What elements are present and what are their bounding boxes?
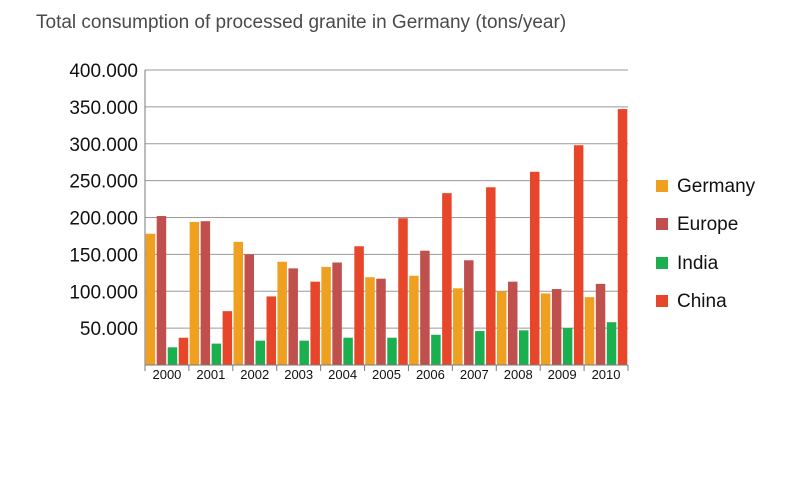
bar-europe (156, 216, 167, 365)
bar-india (167, 347, 178, 365)
bar-china (222, 311, 233, 365)
bar-china (398, 218, 408, 365)
y-tick-label: 250.000 (69, 172, 138, 193)
bar-china (178, 337, 189, 365)
bar-china (529, 171, 540, 365)
bar-europe (595, 283, 606, 365)
bar-europe (464, 260, 474, 365)
bar-india (562, 328, 573, 365)
x-tick-label: 2005 (372, 367, 401, 382)
bar-germany (409, 275, 419, 365)
bar-india (387, 337, 397, 365)
x-tick-label: 2009 (548, 367, 577, 382)
legend: Germany Europe India China (656, 176, 756, 312)
bar-china (573, 145, 584, 365)
bar-germany (233, 241, 244, 365)
y-tick-label: 350.000 (69, 98, 138, 119)
y-tick-label: 50.000 (80, 319, 138, 340)
bar-india (343, 337, 353, 365)
x-tick-label: 2007 (460, 367, 489, 382)
bar-europe (376, 278, 386, 365)
bar-europe (551, 289, 562, 365)
x-tick-label: 2004 (328, 367, 357, 382)
bar-germany (277, 261, 287, 365)
bar-europe (244, 254, 255, 365)
bar-germany (145, 233, 156, 365)
bar-india (518, 330, 529, 365)
bar-china (266, 296, 277, 365)
legend-label-germany: Germany (677, 176, 756, 197)
bar-germany (453, 288, 463, 365)
bar-china (354, 246, 364, 365)
legend-swatch-india (656, 257, 668, 269)
bar-germany (365, 277, 375, 365)
gridlines (145, 69, 628, 329)
y-tick-label: 100.000 (69, 282, 138, 303)
x-tick-label: 2006 (416, 367, 445, 382)
bar-europe (420, 250, 430, 365)
bar-china (442, 193, 452, 365)
x-tick-label: 2001 (196, 367, 225, 382)
legend-label-china: China (677, 291, 727, 312)
legend-swatch-europe (656, 218, 668, 230)
bar-europe (288, 268, 298, 365)
bar-china (486, 187, 496, 365)
bar-india (475, 331, 485, 365)
x-tick-label: 2003 (284, 367, 313, 382)
y-axis-ticks: 50.000 100.000 150.000 200.000 250.000 300.00… (69, 61, 138, 340)
bar-china (617, 109, 628, 366)
x-axis-ticks: 2000 2001 2002 2003 2004 2005 2006 2007 2008 2009… (144, 365, 629, 382)
legend-label-india: India (677, 253, 719, 274)
x-tick-label: 2002 (240, 367, 269, 382)
chart-title: Total consumption of processed granite i… (36, 12, 567, 33)
bar-germany (584, 297, 595, 365)
y-tick-label: 400.000 (69, 61, 138, 82)
bars (145, 109, 628, 366)
bar-germany (540, 293, 551, 365)
y-tick-label: 150.000 (69, 245, 138, 266)
bar-europe (200, 221, 211, 365)
axes (144, 70, 628, 366)
bar-germany (496, 291, 507, 365)
x-tick-label: 2000 (152, 367, 181, 382)
legend-label-europe: Europe (677, 214, 738, 235)
bar-india (211, 343, 222, 365)
legend-swatch-china (656, 295, 668, 307)
y-tick-label: 200.000 (69, 209, 138, 230)
x-tick-label: 2010 (592, 367, 621, 382)
bar-india (299, 340, 309, 365)
bar-europe (332, 262, 342, 365)
bar-europe (507, 281, 518, 365)
y-tick-label: 300.000 (69, 135, 138, 156)
bar-india (255, 340, 266, 365)
bar-germany (189, 221, 200, 365)
bar-india (606, 322, 617, 365)
bar-germany (321, 266, 331, 365)
bar-china (310, 281, 320, 365)
bar-india (431, 334, 441, 365)
x-tick-label: 2008 (504, 367, 533, 382)
legend-swatch-germany (656, 180, 668, 192)
